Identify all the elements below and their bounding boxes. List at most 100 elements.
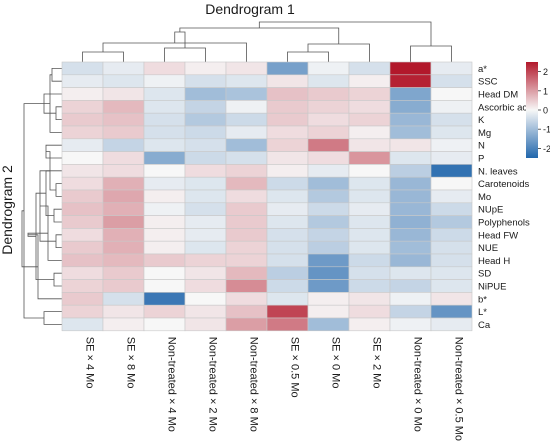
heatmap-cell xyxy=(389,202,432,216)
heatmap-cell xyxy=(348,176,391,191)
heatmap-cell xyxy=(184,112,227,127)
heatmap-cell xyxy=(266,74,309,88)
heatmap-cell xyxy=(430,100,473,114)
heatmap-cell xyxy=(225,215,268,229)
heatmap-cell xyxy=(143,292,186,306)
heatmap-cell xyxy=(143,87,186,101)
heatmap-cell xyxy=(225,125,268,140)
heatmap-cell xyxy=(266,151,309,165)
heatmap-cell xyxy=(102,164,145,178)
heatmap-cell xyxy=(184,189,227,204)
heatmap-cell xyxy=(307,189,350,204)
row-label: Mo xyxy=(478,192,491,203)
color-bar-tick-label: 2 xyxy=(543,67,548,77)
heatmap-cell xyxy=(143,228,186,242)
dendrogram-branch xyxy=(410,45,452,62)
heatmap-cell xyxy=(61,176,104,191)
heatmap-cell xyxy=(307,125,350,140)
heatmap-cell xyxy=(61,189,104,204)
heatmap-cell xyxy=(430,202,473,216)
heatmap-cell xyxy=(389,176,432,191)
heatmap-cell xyxy=(61,61,104,76)
heatmap-cell xyxy=(389,266,432,280)
heatmap-cell xyxy=(348,292,391,306)
heatmap-cell xyxy=(348,112,391,127)
heatmap-cell xyxy=(143,112,186,127)
dendrogram-branch xyxy=(43,311,62,325)
color-bar-tick-label: -1 xyxy=(543,125,550,135)
heatmap-cell xyxy=(389,164,432,178)
heatmap-cell xyxy=(102,266,145,280)
heatmap-cell xyxy=(102,61,145,76)
heatmap-cell xyxy=(184,304,227,319)
heatmap-cell xyxy=(184,292,227,306)
heatmap-cell xyxy=(184,228,227,242)
dendrogram-branch xyxy=(179,27,340,44)
dendrogram-branch xyxy=(51,68,62,82)
row-label: Head H xyxy=(478,256,510,267)
heatmap-cell xyxy=(225,292,268,306)
row-label: N. leaves xyxy=(478,166,518,177)
heatmap-cell xyxy=(102,74,145,88)
dendrogram-branch xyxy=(53,208,62,223)
column-label: SE × 0.5 Mo xyxy=(289,337,301,398)
heatmap-cell xyxy=(143,138,186,152)
row-label: N xyxy=(478,141,485,152)
heatmap-cell xyxy=(143,164,186,178)
heatmap-cell xyxy=(430,228,473,242)
row-label: a* xyxy=(478,64,487,75)
heatmap-cell xyxy=(389,112,432,127)
heatmap-cell xyxy=(225,100,268,114)
heatmap-cell xyxy=(184,125,227,140)
row-label: SD xyxy=(478,269,491,280)
heatmap-cell xyxy=(307,304,350,319)
heatmap-cell xyxy=(184,100,227,114)
dendrogram-branch xyxy=(82,51,124,62)
heatmap-cell xyxy=(307,317,350,332)
row-label: L* xyxy=(478,307,487,318)
heatmap-cell xyxy=(348,253,391,268)
heatmap-cell xyxy=(61,215,104,229)
heatmap-cell xyxy=(102,215,145,229)
heatmap-cell xyxy=(389,228,432,242)
heatmap-cell xyxy=(389,189,432,204)
heatmap-cell xyxy=(225,240,268,255)
heatmap-cell xyxy=(430,61,473,76)
heatmap-cell xyxy=(389,151,432,165)
dendrogram-branch xyxy=(174,31,186,48)
heatmap-cell xyxy=(389,100,432,114)
heatmap-cell xyxy=(61,266,104,280)
heatmap-cell xyxy=(266,292,309,306)
heatmap-cell xyxy=(61,151,104,165)
heatmap-cell xyxy=(225,202,268,216)
heatmap-cell xyxy=(266,87,309,101)
heatmap-cell xyxy=(430,279,473,293)
heatmap-cell xyxy=(143,304,186,319)
heatmap-cell xyxy=(184,164,227,178)
heatmap-cell xyxy=(389,215,432,229)
heatmap-cell xyxy=(102,176,145,191)
heatmap-cell xyxy=(143,74,186,88)
dendrogram-branch xyxy=(49,74,62,133)
chart-title: Dendrogram 1 xyxy=(205,1,295,17)
heatmap-cell xyxy=(307,292,350,306)
heatmap-cell xyxy=(389,279,432,293)
heatmap-cell xyxy=(430,317,473,332)
heatmap-cell xyxy=(143,253,186,268)
heatmap-cell xyxy=(430,266,473,280)
color-legend: -2 -1 0 1 2 xyxy=(526,62,550,158)
heatmap-cell xyxy=(266,176,309,191)
heatmap-cell xyxy=(266,112,309,127)
heatmap-cell xyxy=(143,189,186,204)
color-bar xyxy=(526,62,538,158)
heatmap-cell xyxy=(348,240,391,255)
heatmap-cell xyxy=(307,279,350,293)
heatmap-cell xyxy=(225,253,268,268)
row-dendrogram-title: Dendrogram 2 xyxy=(0,165,15,255)
heatmap-cell xyxy=(184,266,227,280)
heatmap-cell xyxy=(184,87,227,101)
row-label: Ascorbic acid xyxy=(478,102,535,113)
heatmap-cell xyxy=(184,317,227,332)
row-label: NUE xyxy=(478,243,498,254)
heatmap-cell xyxy=(266,125,309,140)
